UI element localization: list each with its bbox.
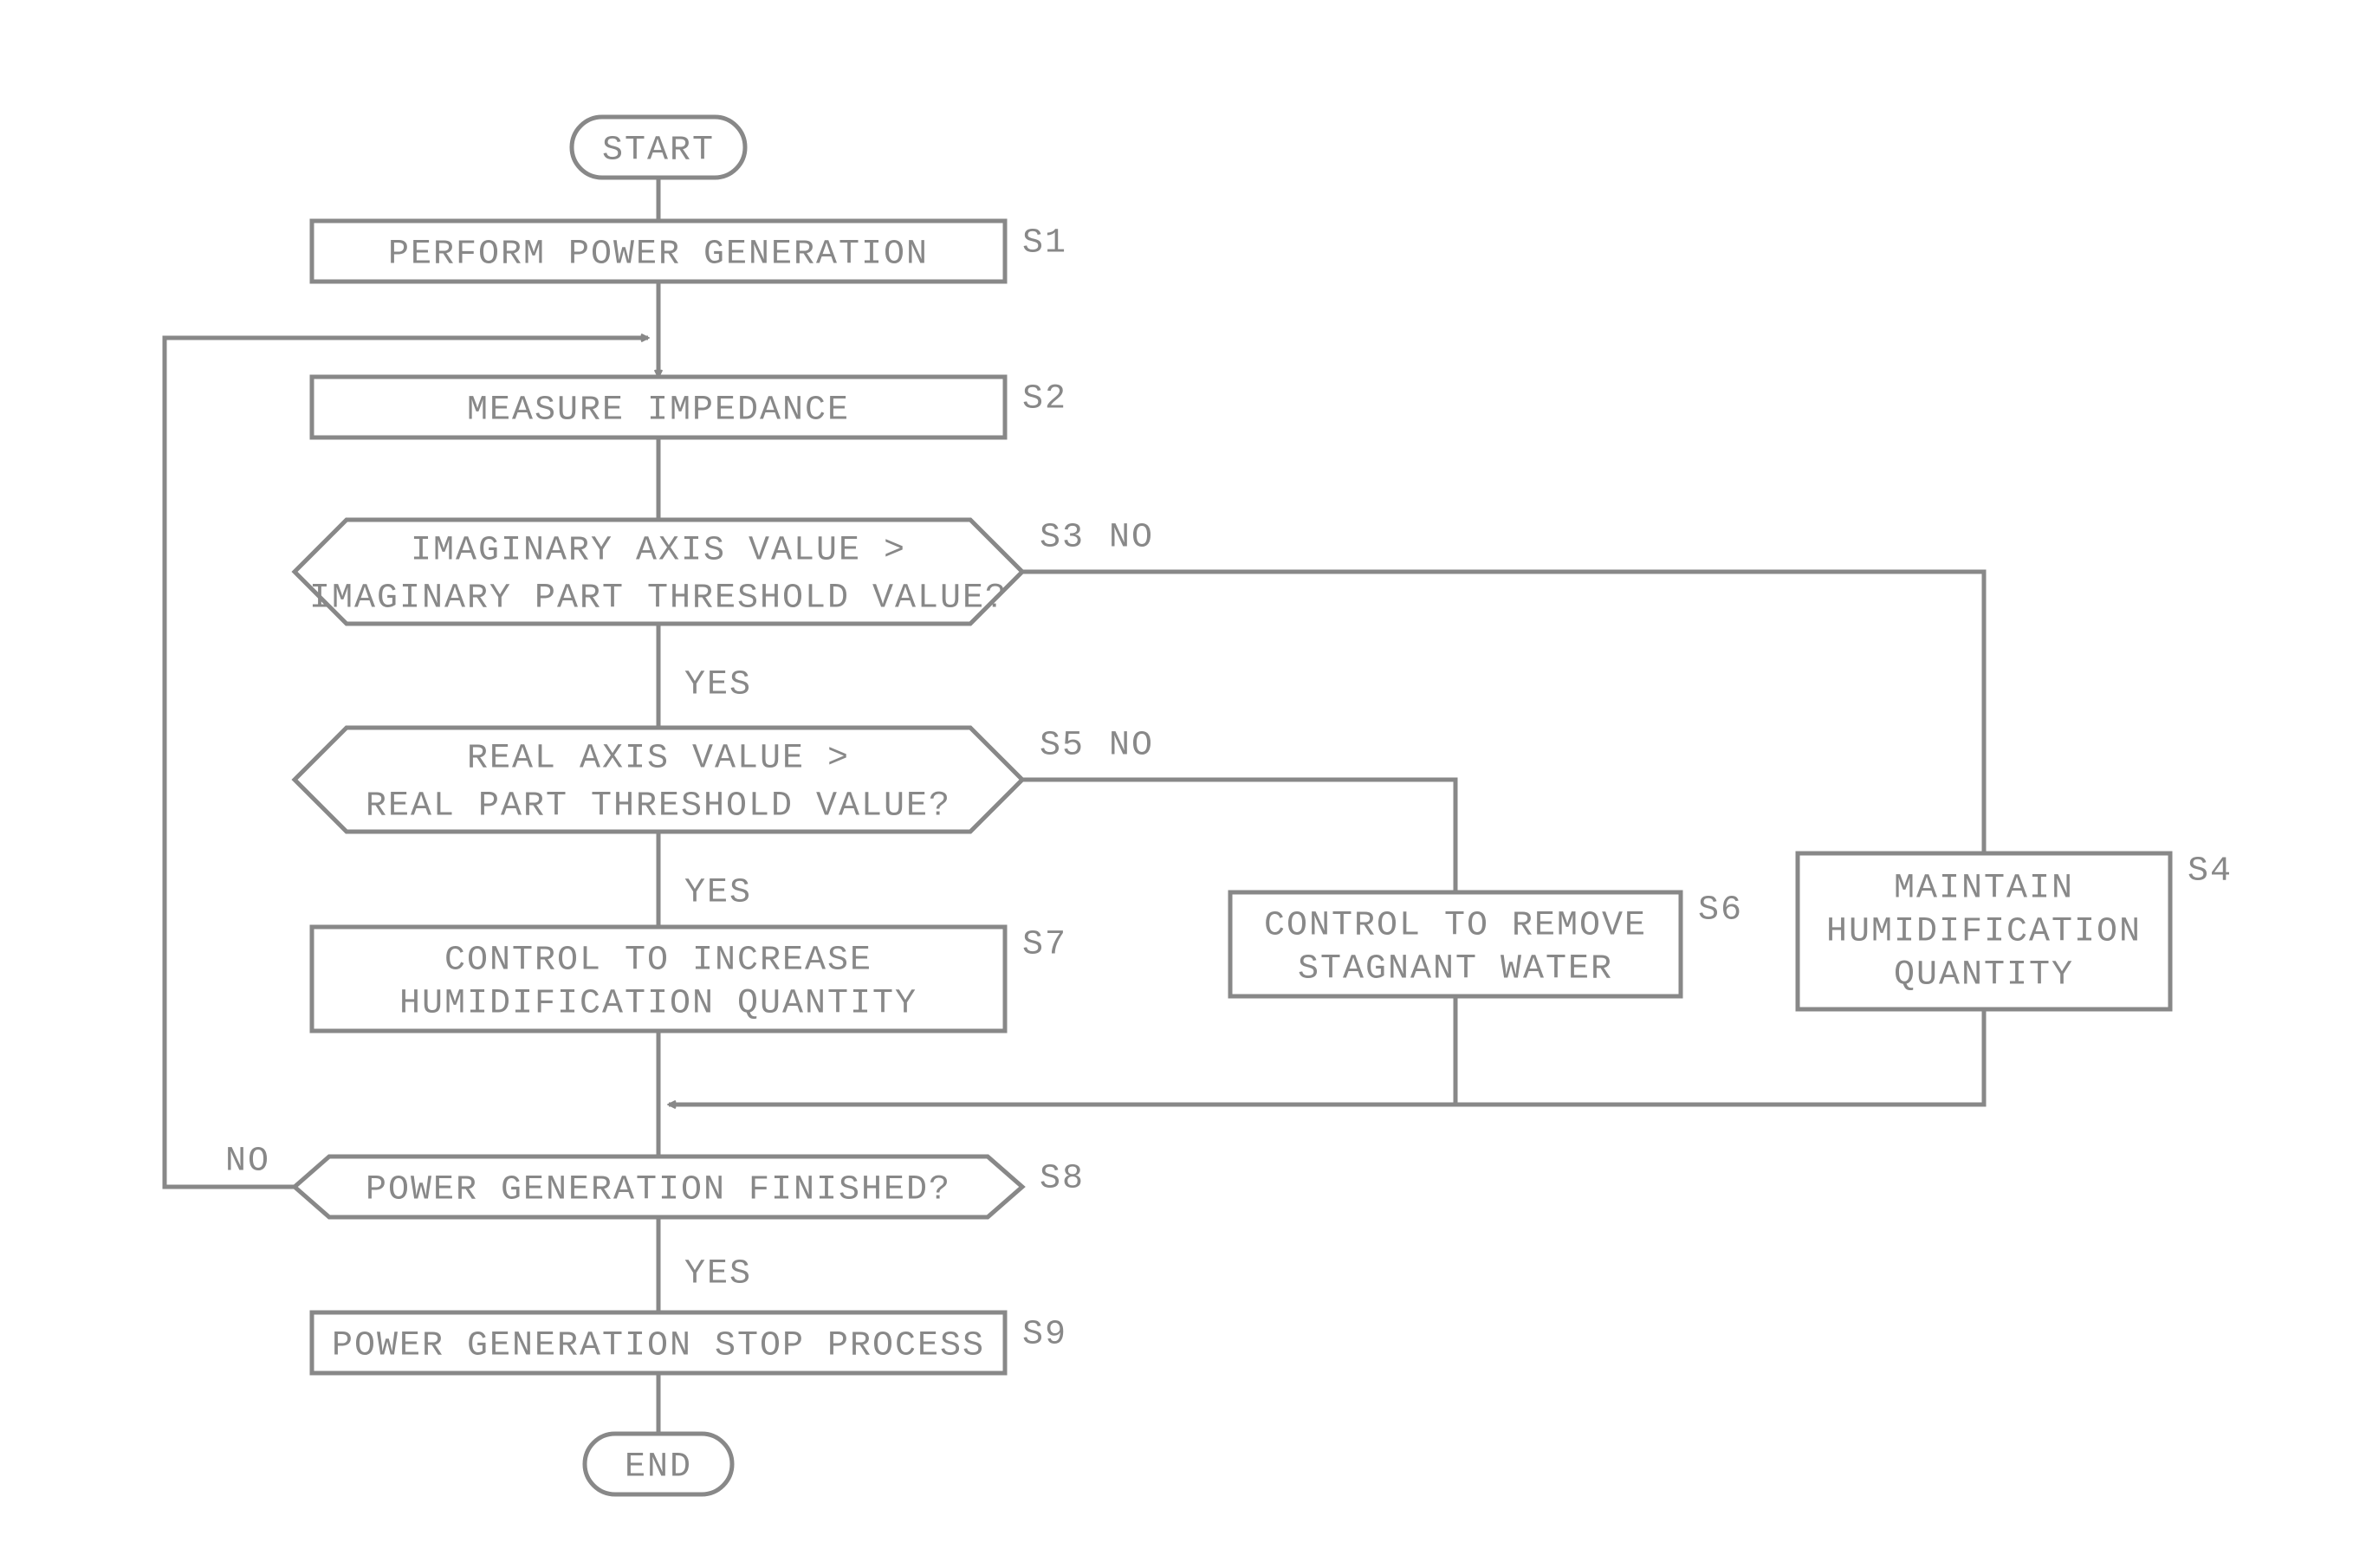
s5-no-label: NO [1109, 727, 1154, 766]
s5-line1: REAL AXIS VALUE > [467, 740, 850, 779]
start-label: START [602, 132, 715, 171]
s3-line1: IMAGINARY AXIS VALUE > [411, 532, 906, 571]
node-s3: IMAGINARY AXIS VALUE > IMAGINARY PART TH… [295, 519, 1085, 624]
node-s2: MEASURE IMPEDANCE S2 [312, 377, 1067, 437]
s8-yes-label: YES [684, 1255, 752, 1294]
node-s1: PERFORM POWER GENERATION S1 [312, 221, 1067, 282]
s4-tag: S4 [2188, 852, 2233, 891]
s7-line2: HUMIDIFICATION QUANTITY [399, 985, 917, 1024]
node-s9: POWER GENERATION STOP PROCESS S9 [312, 1312, 1067, 1373]
s3-line2: IMAGINARY PART THRESHOLD VALUE? [309, 580, 1008, 619]
s9-label: POWER GENERATION STOP PROCESS [332, 1327, 985, 1366]
s5-line2: REAL PART THRESHOLD VALUE? [366, 787, 951, 826]
s8-label: POWER GENERATION FINISHED? [366, 1171, 951, 1210]
s7-tag: S7 [1022, 926, 1067, 965]
s4-line2: HUMIDIFICATION [1826, 913, 2142, 952]
s2-tag: S2 [1022, 380, 1067, 419]
s3-no-label: NO [1109, 519, 1154, 558]
node-s7: CONTROL TO INCREASE HUMIDIFICATION QUANT… [312, 926, 1067, 1031]
s1-label: PERFORM POWER GENERATION [388, 236, 929, 275]
node-end: END [585, 1434, 732, 1494]
s5-tag: S5 [1040, 727, 1085, 766]
s2-label: MEASURE IMPEDANCE [467, 392, 850, 431]
flowchart-canvas: START PERFORM POWER GENERATION S1 MEASUR… [0, 0, 2366, 1568]
s3-yes-label: YES [684, 666, 752, 705]
end-label: END [625, 1448, 692, 1487]
s4-line3: QUANTITY [1894, 956, 2074, 995]
node-s6: CONTROL TO REMOVE STAGNANT WATER S6 [1230, 891, 1743, 996]
s3-tag: S3 [1040, 519, 1085, 558]
s6-line2: STAGNANT WATER [1298, 950, 1613, 989]
s7-line1: CONTROL TO INCREASE [444, 942, 872, 981]
s1-tag: S1 [1022, 224, 1067, 263]
s8-tag: S8 [1040, 1160, 1085, 1199]
edge-s5-s6 [1022, 780, 1455, 892]
s5-yes-label: YES [684, 874, 752, 913]
s6-tag: S6 [1698, 891, 1743, 930]
node-start: START [572, 117, 745, 178]
node-s5: REAL AXIS VALUE > REAL PART THRESHOLD VA… [295, 727, 1085, 832]
s6-line1: CONTROL TO REMOVE [1264, 907, 1647, 946]
s4-line1: MAINTAIN [1894, 870, 2074, 909]
s8-no-label: NO [225, 1143, 270, 1182]
node-s8: POWER GENERATION FINISHED? S8 [295, 1157, 1085, 1217]
node-s4: MAINTAIN HUMIDIFICATION QUANTITY S4 [1798, 852, 2233, 1009]
edge-s4-merge [1455, 1009, 1984, 1105]
edge-s3-s4 [1022, 572, 1984, 853]
s9-tag: S9 [1022, 1316, 1067, 1355]
